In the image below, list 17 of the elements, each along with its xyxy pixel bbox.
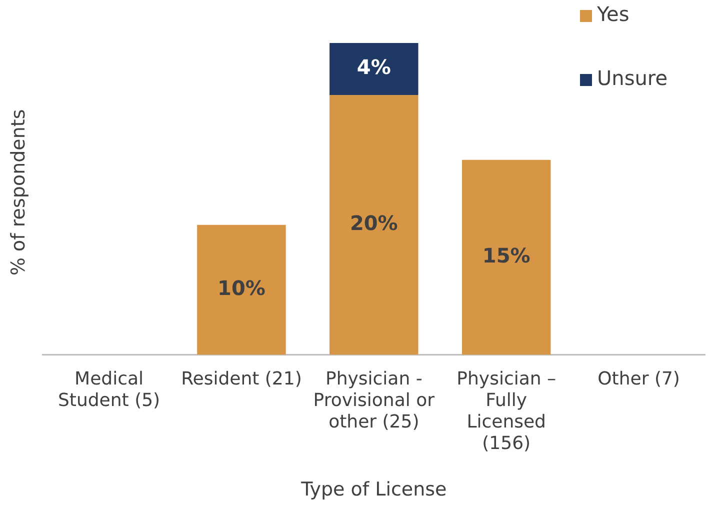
legend-label: Yes: [596, 2, 630, 26]
bar: [462, 160, 551, 355]
x-tick-label: Physician - Provisional or other (25): [313, 368, 436, 432]
bar: [197, 224, 286, 355]
x-tick-label: Resident (21): [181, 368, 302, 390]
y-axis-title: % of respondents: [7, 109, 30, 276]
x-tick-label: Physician – Fully Licensed (156): [456, 368, 556, 454]
data-label: 15%: [482, 244, 530, 268]
data-label: 10%: [218, 276, 266, 300]
bar: [330, 94, 418, 355]
legend-label: Unsure: [597, 66, 668, 90]
data-label: 20%: [350, 211, 398, 236]
x-tick-label: Medical Student (5): [58, 368, 160, 411]
data-label: 4%: [356, 55, 391, 80]
x-axis-title: Type of License: [300, 478, 447, 501]
bar: [330, 42, 418, 95]
x-tick-label: Other (7): [598, 368, 680, 390]
